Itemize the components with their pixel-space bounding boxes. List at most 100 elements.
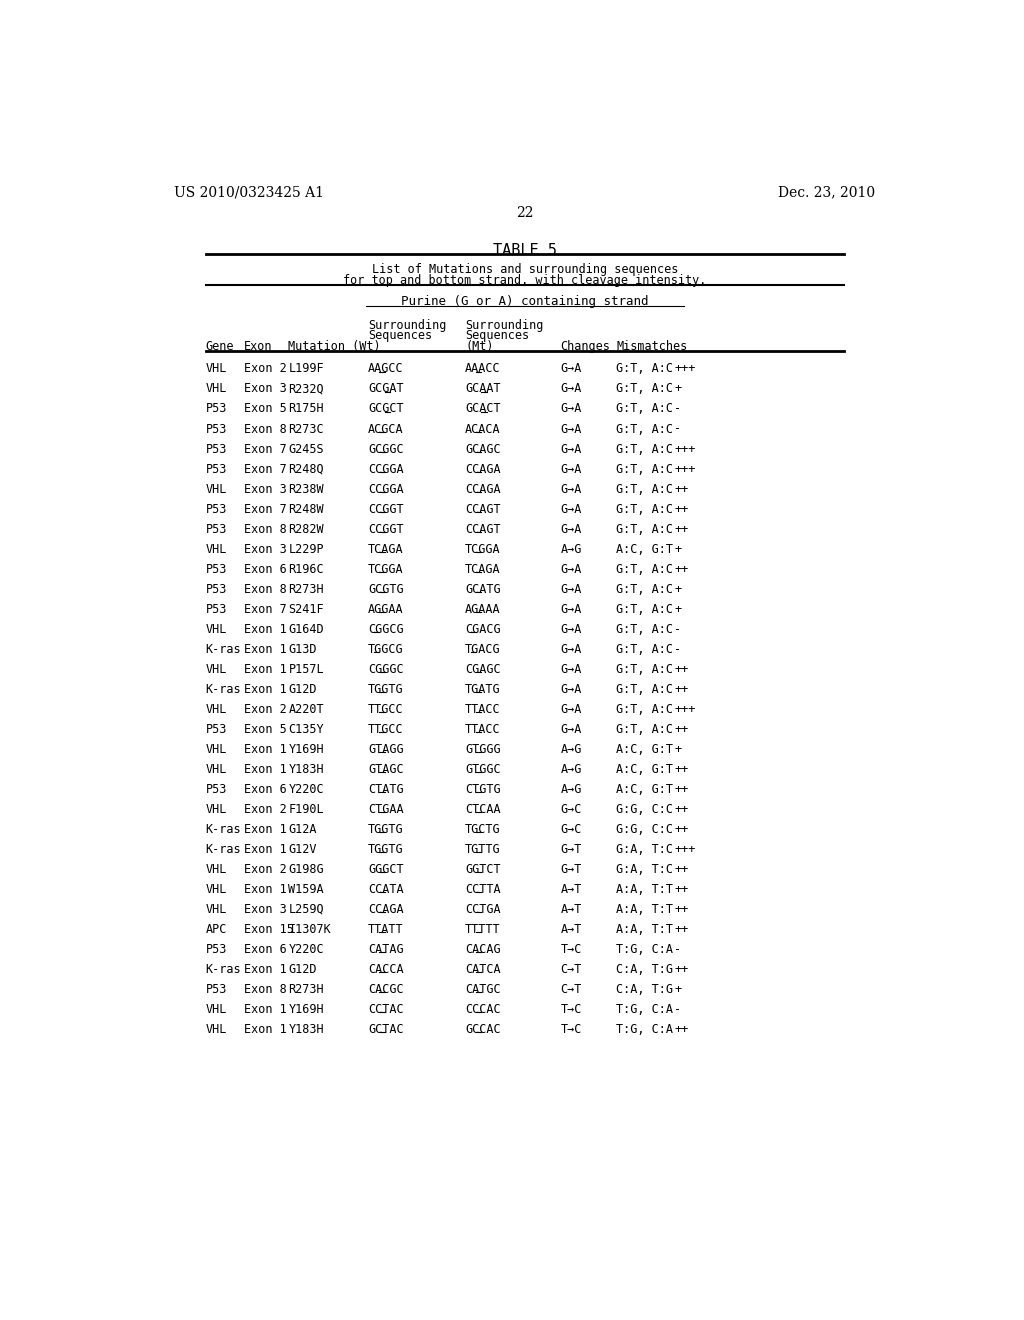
- Text: GCGCT: GCGCT: [369, 403, 403, 416]
- Text: Exon 8: Exon 8: [245, 422, 287, 436]
- Text: Dec. 23, 2010: Dec. 23, 2010: [778, 185, 876, 199]
- Text: Exon 7: Exon 7: [245, 442, 287, 455]
- Text: C→T: C→T: [560, 983, 582, 997]
- Text: G→A: G→A: [560, 582, 582, 595]
- Text: APC: APC: [206, 923, 227, 936]
- Text: G12V: G12V: [289, 843, 316, 855]
- Text: F190L: F190L: [289, 803, 324, 816]
- Text: G12A: G12A: [289, 822, 316, 836]
- Text: +: +: [675, 743, 682, 756]
- Text: G:T, A:C: G:T, A:C: [616, 422, 673, 436]
- Text: TTGCC: TTGCC: [369, 723, 403, 735]
- Text: ++: ++: [675, 863, 688, 876]
- Text: GGTCT: GGTCT: [465, 863, 501, 876]
- Text: R282W: R282W: [289, 523, 324, 536]
- Text: TTACC: TTACC: [465, 723, 501, 735]
- Text: US 2010/0323425 A1: US 2010/0323425 A1: [174, 185, 325, 199]
- Text: G→A: G→A: [560, 462, 582, 475]
- Text: +++: +++: [675, 702, 695, 715]
- Text: Gene: Gene: [206, 341, 234, 354]
- Text: 22: 22: [516, 206, 534, 220]
- Text: A→G: A→G: [560, 543, 582, 556]
- Text: +++: +++: [675, 442, 695, 455]
- Text: CGGGC: CGGGC: [369, 663, 403, 676]
- Text: GTAGC: GTAGC: [369, 763, 403, 776]
- Text: P53: P53: [206, 403, 227, 416]
- Text: K-ras: K-ras: [206, 843, 241, 855]
- Text: C135Y: C135Y: [289, 723, 324, 735]
- Text: -: -: [675, 1003, 682, 1016]
- Text: Y220C: Y220C: [289, 783, 324, 796]
- Text: Exon 3: Exon 3: [245, 543, 287, 556]
- Text: G:T, A:C: G:T, A:C: [616, 503, 673, 516]
- Text: -: -: [675, 942, 682, 956]
- Text: L229P: L229P: [289, 543, 324, 556]
- Text: G→A: G→A: [560, 603, 582, 615]
- Text: G:T, A:C: G:T, A:C: [616, 462, 673, 475]
- Text: G:T, A:C: G:T, A:C: [616, 603, 673, 615]
- Text: Exon 1: Exon 1: [245, 1003, 287, 1016]
- Text: G:T, A:C: G:T, A:C: [616, 582, 673, 595]
- Text: G→A: G→A: [560, 643, 582, 656]
- Text: R273H: R273H: [289, 983, 324, 997]
- Text: Exon 6: Exon 6: [245, 562, 287, 576]
- Text: G:A, T:C: G:A, T:C: [616, 843, 673, 855]
- Text: G198G: G198G: [289, 863, 324, 876]
- Text: GCAGC: GCAGC: [465, 442, 501, 455]
- Text: CCGGT: CCGGT: [369, 503, 403, 516]
- Text: G12D: G12D: [289, 964, 316, 975]
- Text: GCACT: GCACT: [465, 403, 501, 416]
- Text: Y183H: Y183H: [289, 763, 324, 776]
- Text: C→T: C→T: [560, 964, 582, 975]
- Text: Exon 7: Exon 7: [245, 462, 287, 475]
- Text: CCAGA: CCAGA: [465, 483, 501, 495]
- Text: CACAG: CACAG: [465, 942, 501, 956]
- Text: GCCAC: GCCAC: [465, 1023, 501, 1036]
- Text: +++: +++: [675, 843, 695, 855]
- Text: VHL: VHL: [206, 863, 227, 876]
- Text: P53: P53: [206, 503, 227, 516]
- Text: VHL: VHL: [206, 383, 227, 396]
- Text: P53: P53: [206, 603, 227, 615]
- Text: -: -: [675, 643, 682, 656]
- Text: G→A: G→A: [560, 442, 582, 455]
- Text: Exon 1: Exon 1: [245, 643, 287, 656]
- Text: VHL: VHL: [206, 1003, 227, 1016]
- Text: TGGTG: TGGTG: [369, 843, 403, 855]
- Text: Exon 1: Exon 1: [245, 964, 287, 975]
- Text: CCTAC: CCTAC: [369, 1003, 403, 1016]
- Text: Mutation (Wt): Mutation (Wt): [289, 341, 381, 354]
- Text: TCAGA: TCAGA: [465, 562, 501, 576]
- Text: Surrounding: Surrounding: [465, 318, 544, 331]
- Text: Exon 15: Exon 15: [245, 923, 294, 936]
- Text: Exon 1: Exon 1: [245, 843, 287, 855]
- Text: R196C: R196C: [289, 562, 324, 576]
- Text: Exon 1: Exon 1: [245, 682, 287, 696]
- Text: G:T, A:C: G:T, A:C: [616, 702, 673, 715]
- Text: CCAGA: CCAGA: [465, 462, 501, 475]
- Text: Sequences: Sequences: [465, 329, 529, 342]
- Text: GTGGG: GTGGG: [465, 743, 501, 756]
- Text: T:G, C:A: T:G, C:A: [616, 942, 673, 956]
- Text: AAGCC: AAGCC: [369, 363, 403, 375]
- Text: VHL: VHL: [206, 702, 227, 715]
- Text: TTACC: TTACC: [465, 702, 501, 715]
- Text: ++: ++: [675, 763, 688, 776]
- Text: A:C, G:T: A:C, G:T: [616, 783, 673, 796]
- Text: TGCTG: TGCTG: [465, 822, 501, 836]
- Text: ++: ++: [675, 923, 688, 936]
- Text: ACACA: ACACA: [465, 422, 501, 436]
- Text: G:A, T:C: G:A, T:C: [616, 863, 673, 876]
- Text: K-ras: K-ras: [206, 643, 241, 656]
- Text: Changes: Changes: [560, 341, 610, 354]
- Text: VHL: VHL: [206, 743, 227, 756]
- Text: CCAGT: CCAGT: [465, 503, 501, 516]
- Text: Y169H: Y169H: [289, 743, 324, 756]
- Text: A:C, G:T: A:C, G:T: [616, 763, 673, 776]
- Text: R248Q: R248Q: [289, 462, 324, 475]
- Text: R248W: R248W: [289, 503, 324, 516]
- Text: G:T, A:C: G:T, A:C: [616, 623, 673, 636]
- Text: S241F: S241F: [289, 603, 324, 615]
- Text: CGGCG: CGGCG: [369, 623, 403, 636]
- Text: P53: P53: [206, 462, 227, 475]
